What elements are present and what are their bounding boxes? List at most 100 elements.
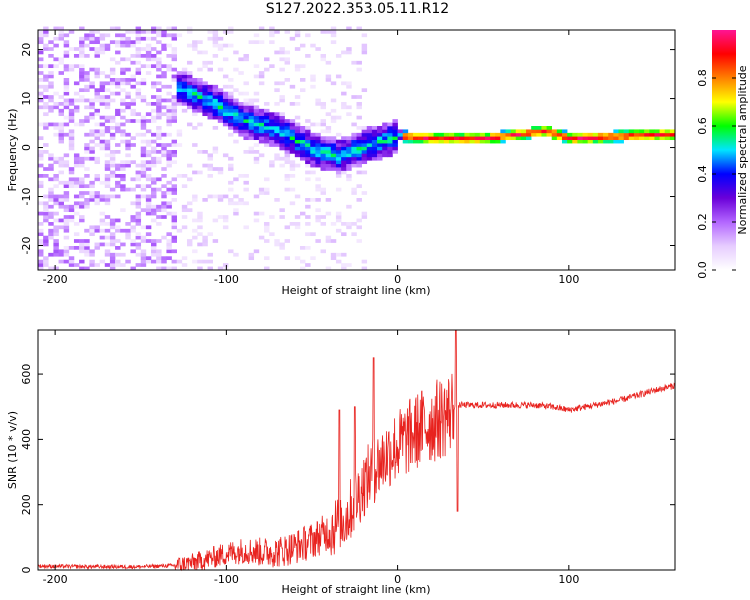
spectrogram-cell (166, 105, 172, 110)
spectrogram-cell (582, 136, 588, 141)
spectrogram-cell (371, 153, 378, 158)
spectrogram-cell (140, 239, 147, 243)
spectrogram-cell (145, 232, 152, 237)
spectrogram-cell (104, 160, 111, 165)
spectrogram-cell (145, 256, 152, 261)
spectrogram-cell (38, 242, 44, 247)
spectrogram-cell (115, 194, 121, 199)
spectrogram-cell (156, 129, 162, 134)
spectrogram-cell (192, 143, 198, 147)
spectrogram-cell (335, 153, 342, 158)
spectrogram-cell (181, 102, 188, 106)
spectrogram-cell (53, 252, 59, 257)
spectrogram-cell (135, 177, 142, 182)
spectrogram-cell (99, 98, 106, 103)
spectrogram-cell (284, 150, 291, 154)
spectrogram-cell (366, 146, 373, 151)
spectrogram-cell (248, 102, 255, 106)
spectrogram-cell (310, 198, 316, 202)
spectrogram-cell (135, 33, 142, 38)
spectrogram-cell (212, 40, 219, 45)
spectrogram-cell (135, 242, 142, 247)
spectrogram-cell (156, 60, 162, 65)
spectrogram-cell (151, 239, 157, 243)
spectrogram-cell (356, 132, 362, 137)
spectrogram-cell (84, 98, 90, 103)
spectrogram-cell (109, 222, 116, 226)
spectrogram-cell (53, 126, 59, 130)
spectrogram-cell (109, 78, 116, 82)
spectrogram-cell (264, 187, 270, 192)
spectrogram-cell (335, 211, 342, 216)
spectrogram-cell (294, 146, 301, 151)
spectrogram-cell (207, 259, 213, 264)
spectrogram-cell (38, 156, 44, 161)
spectrogram-cell (73, 263, 80, 267)
spectrogram-cell (438, 139, 445, 144)
spectrogram-cell (305, 160, 311, 165)
spectrogram-cell (176, 259, 183, 264)
spectrogram-cell (361, 215, 368, 219)
snr-x-tick-label: 0 (394, 573, 401, 586)
spectrogram-cell (356, 156, 362, 161)
spectrogram-cell (279, 163, 285, 168)
spectrogram-cell (156, 215, 162, 219)
spectrogram-cell (38, 163, 44, 168)
spectrogram-cell (125, 187, 131, 192)
spectrogram-cell (84, 252, 90, 257)
spectrogram-cell (228, 167, 234, 171)
spectrogram-cell (310, 232, 316, 237)
spectrogram-cell (238, 129, 244, 134)
spectrogram-cell (253, 129, 260, 134)
spectrogram-cell (330, 239, 337, 243)
spectrogram-cell (264, 129, 270, 134)
spectrogram-cell (279, 146, 285, 151)
spectrogram-cell (84, 105, 90, 110)
spectrogram-cell (79, 119, 85, 123)
spectrogram-cell (79, 95, 85, 99)
spectrogram-cell (346, 160, 352, 165)
spectrogram-cell (125, 40, 131, 45)
spectrogram-cell (73, 201, 80, 206)
spectrogram-cell (48, 64, 54, 69)
spectrogram-cell (490, 132, 496, 137)
spectrogram-cell (377, 129, 383, 134)
snr-plot-area (38, 330, 675, 570)
spectrogram-cell (228, 84, 234, 89)
spectrogram-cell (310, 84, 316, 89)
spectrogram-cell (73, 122, 80, 127)
spectrogram-cell (320, 102, 326, 106)
spectrogram-cell (94, 160, 100, 165)
spectrogram-cell (156, 252, 162, 257)
spectrogram-cell (166, 112, 172, 117)
spectrogram-cell (104, 252, 111, 257)
spectrogram-cell (633, 132, 640, 137)
spectrogram-cell (248, 132, 255, 137)
spectrogram-cell (89, 132, 95, 137)
spectrogram-cell (166, 187, 172, 192)
spectrogram-cell (464, 139, 470, 144)
spectrogram-cell (171, 119, 177, 123)
spectrogram-cell (53, 242, 59, 247)
spectrogram-cell (351, 156, 357, 161)
spectrogram-cell (130, 40, 136, 45)
spectrogram-cell (166, 163, 172, 168)
spectrogram-cell (217, 266, 224, 271)
spectrogram-cell (171, 102, 177, 106)
spectrogram-cell (274, 119, 280, 123)
spectrogram-cell (217, 105, 224, 110)
spectrogram-cell (341, 105, 347, 110)
spectrogram-cell (346, 156, 352, 161)
spectrogram-cell (192, 249, 198, 254)
spectrogram-cell (310, 170, 316, 175)
spectrogram-cell (63, 198, 70, 202)
spectrogram-cell (387, 146, 393, 151)
spectrogram-cell (197, 40, 203, 45)
spectrogram-cell (94, 30, 100, 34)
spectrogram-cell (151, 163, 157, 168)
spectrogram-cell (94, 112, 100, 117)
spectrogram-cell (135, 201, 142, 206)
spectrogram-cell (418, 132, 424, 137)
spectrogram-cell (253, 218, 260, 223)
